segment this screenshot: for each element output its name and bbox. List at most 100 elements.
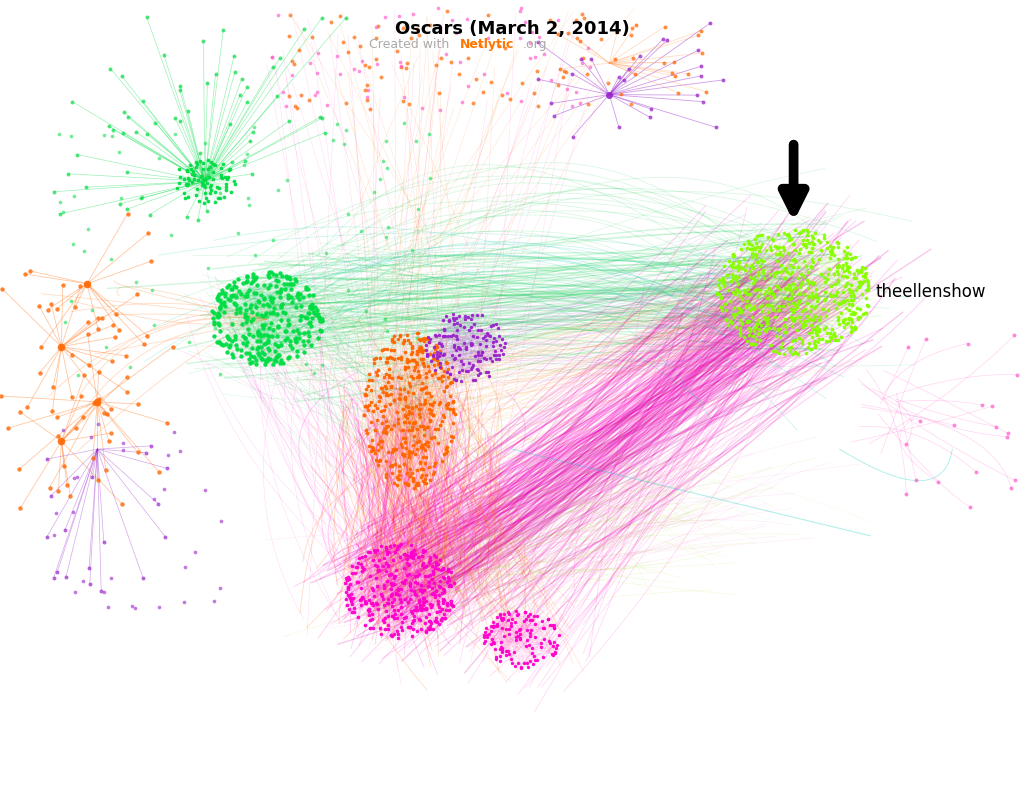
Point [806,277,822,289]
Point [62,294,79,307]
Point [356,388,373,400]
Point [829,258,846,271]
Point [724,285,740,298]
Point [353,558,370,571]
Point [822,332,839,344]
Point [830,298,847,310]
Point [794,305,810,318]
Point [738,335,755,348]
Point [66,238,82,251]
Point [745,325,762,337]
Point [720,318,736,331]
Point [178,178,195,191]
Point [139,128,156,140]
Point [375,155,391,168]
Point [766,290,782,303]
Point [749,230,765,243]
Point [445,406,462,418]
Point [384,333,400,345]
Point [310,46,327,59]
Point [858,284,874,296]
Point [400,423,417,436]
Point [850,266,866,278]
Point [399,356,416,369]
Point [95,586,112,599]
Point [765,344,781,357]
Point [692,69,709,82]
Point [369,414,385,426]
Point [406,429,422,442]
Point [395,450,412,463]
Point [643,102,659,115]
Point [839,264,855,277]
Point [800,340,816,353]
Point [760,231,776,243]
Point [482,329,499,342]
Point [436,330,453,343]
Point [752,284,768,296]
Point [413,383,429,396]
Point [851,303,867,315]
Point [364,608,380,621]
Point [463,313,479,325]
Point [354,564,371,577]
Point [378,368,394,381]
Point [743,251,760,264]
Point [490,353,507,366]
Point [359,380,376,392]
Point [255,337,271,350]
Point [478,334,495,347]
Point [734,262,751,274]
Point [167,112,183,125]
Point [248,354,264,366]
Point [771,303,787,316]
Point [824,329,841,341]
Point [62,130,79,143]
Point [242,301,258,314]
Point [249,308,265,321]
Point [434,370,451,382]
Point [492,608,508,621]
Point [725,250,741,262]
Point [765,288,781,300]
Point [439,564,456,577]
Point [787,299,804,311]
Point [860,281,877,294]
Point [763,338,779,351]
Point [99,408,116,421]
Point [444,600,461,612]
Point [803,246,819,258]
Point [266,302,283,314]
Point [292,288,308,300]
Point [177,191,194,204]
Point [274,86,291,98]
Point [427,615,443,627]
Point [456,358,472,370]
Point [425,409,441,422]
Point [655,57,672,69]
Point [755,267,771,280]
Point [416,359,432,372]
Point [753,240,769,253]
Point [409,604,425,616]
Point [187,161,204,173]
Point [356,597,373,609]
Point [432,344,449,357]
Point [439,366,456,378]
Point [134,95,151,107]
Point [508,630,524,643]
Point [211,288,227,300]
Point [386,627,402,640]
Text: Created with: Created with [370,38,454,50]
Point [766,269,782,282]
Point [215,338,231,351]
Point [416,561,432,574]
Point [787,347,804,359]
Point [389,628,406,641]
Point [287,273,303,285]
Point [489,619,506,632]
Point [440,397,457,410]
Point [429,605,445,618]
Point [342,578,358,590]
Point [401,559,418,571]
